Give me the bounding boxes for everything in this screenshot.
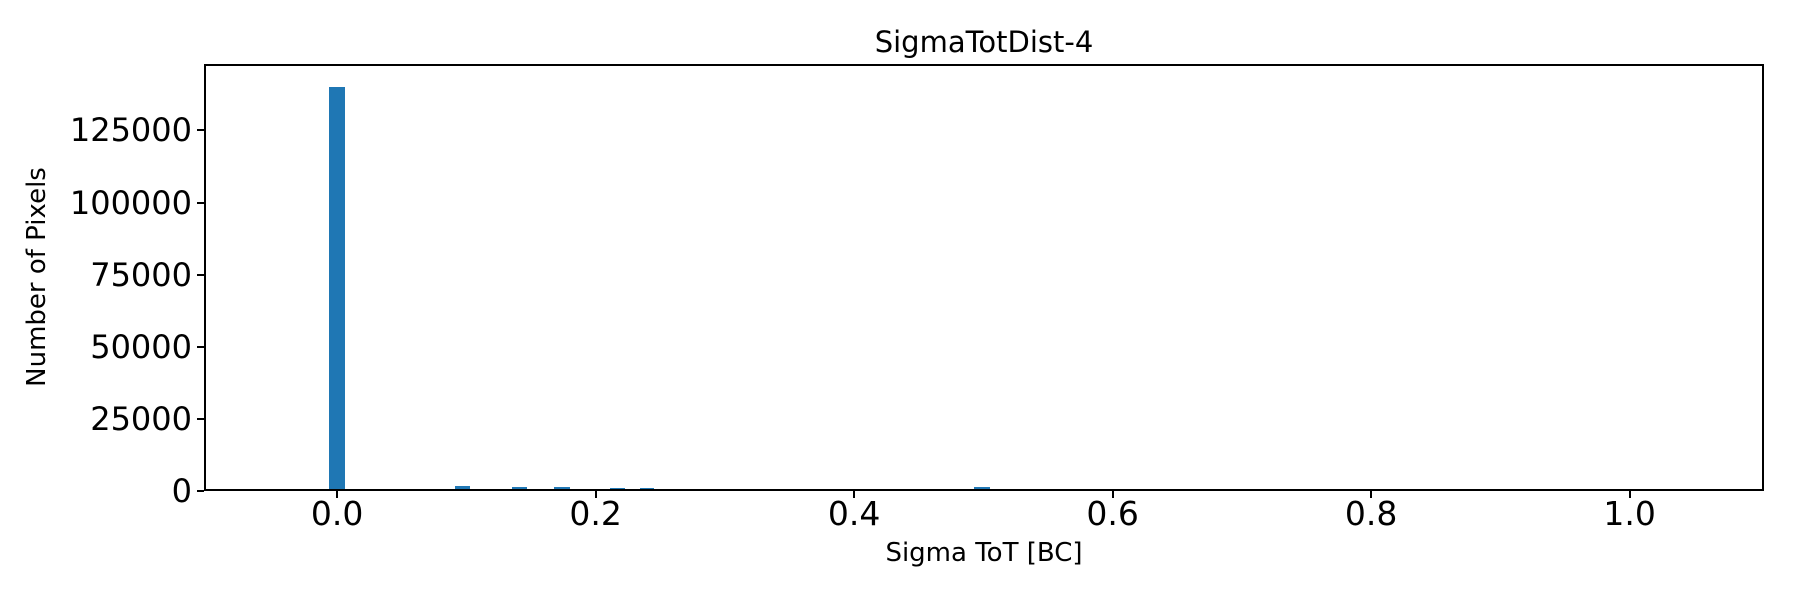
x-axis-label: Sigma ToT [BC] <box>885 538 1083 568</box>
y-tick-label: 0 <box>171 472 192 510</box>
x-tick-label: 0.0 <box>310 494 364 533</box>
y-tick-label: 50000 <box>90 327 192 366</box>
y-tick-mark <box>197 490 204 492</box>
y-tick-label: 75000 <box>90 255 192 294</box>
y-tick-label: 100000 <box>69 183 192 222</box>
x-tick-mark <box>1628 491 1631 498</box>
chart-title: SigmaTotDist-4 <box>874 25 1094 59</box>
x-tick-label: 0.2 <box>569 494 622 533</box>
x-tick-label: 0.6 <box>1086 494 1139 533</box>
plot-area <box>204 64 1764 491</box>
y-tick-label: 25000 <box>90 399 192 438</box>
y-tick-label: 125000 <box>69 111 192 150</box>
y-tick-mark <box>197 273 204 276</box>
histogram-bar <box>454 485 471 491</box>
y-tick-mark <box>197 129 204 132</box>
y-tick-mark <box>197 417 204 420</box>
y-tick-mark <box>197 201 204 204</box>
x-tick-label: 0.4 <box>827 494 881 533</box>
x-tick-mark <box>1111 491 1114 498</box>
x-tick-mark <box>594 491 597 498</box>
x-tick-mark <box>853 491 856 498</box>
x-tick-mark <box>336 491 339 498</box>
x-tick-label: 1.0 <box>1603 494 1656 533</box>
x-tick-label: 0.8 <box>1344 494 1398 533</box>
histogram-bar <box>329 87 345 491</box>
x-tick-mark <box>1370 491 1373 498</box>
y-tick-mark <box>197 345 204 348</box>
